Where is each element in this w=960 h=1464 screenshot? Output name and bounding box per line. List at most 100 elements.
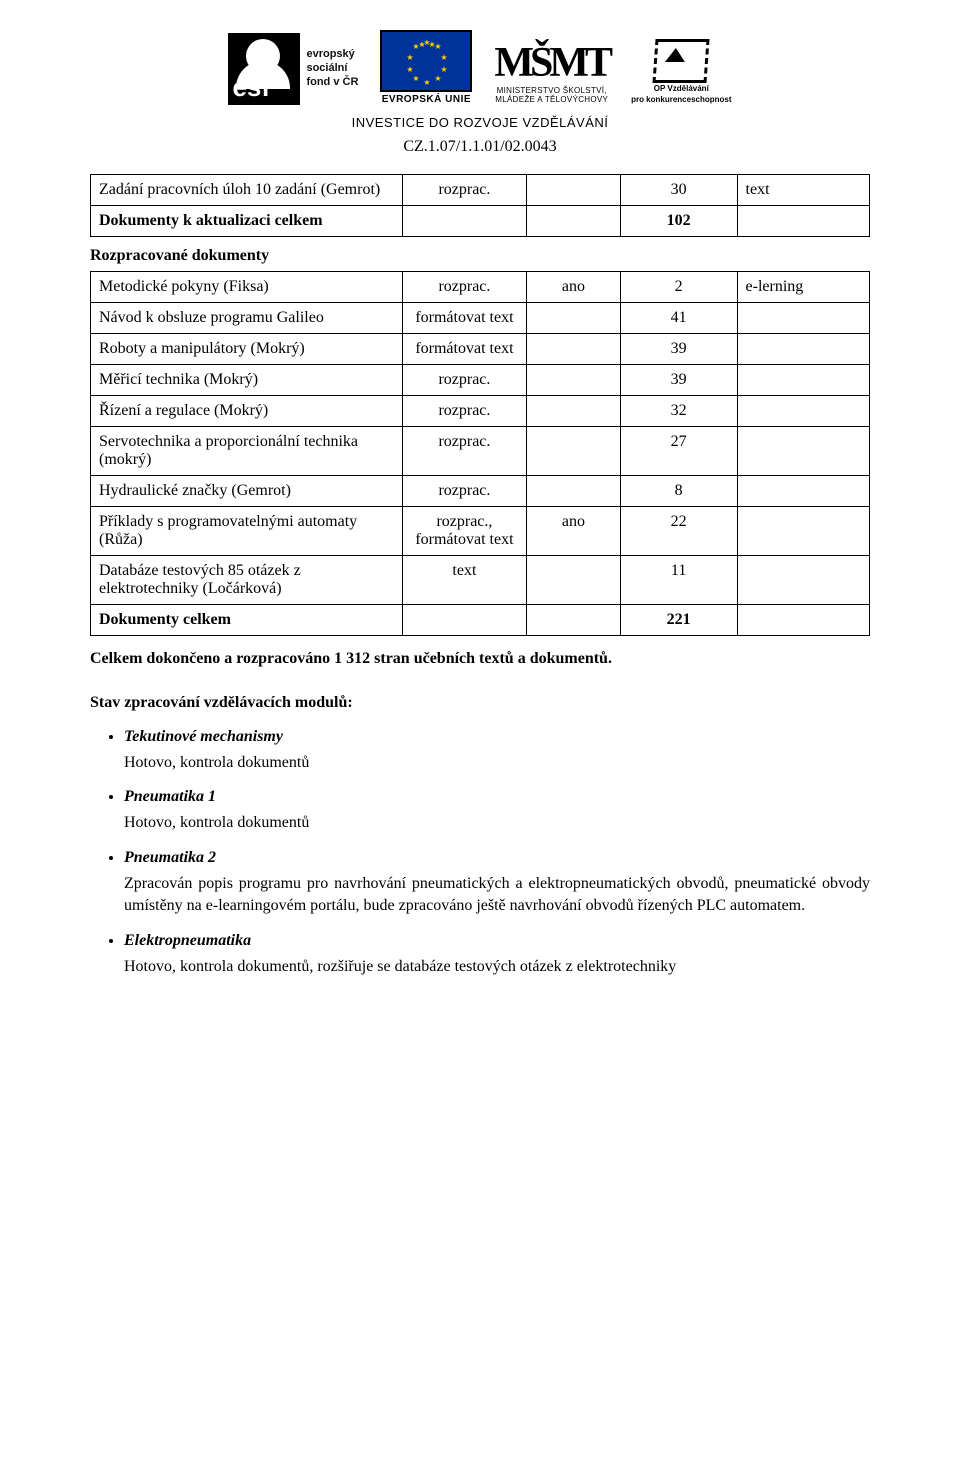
op-line1: OP Vzdělávání: [631, 85, 731, 94]
esf-text: evropský sociální fond v ČR: [306, 48, 358, 89]
table-row: Příklady s programovatelnými automaty (R…: [91, 507, 870, 556]
table-row: Roboty a manipulátory (Mokrý)formátovat …: [91, 334, 870, 365]
module-item: Elektropneumatika Hotovo, kontrola dokume…: [124, 932, 870, 978]
table-row: Metodické pokyny (Fiksa)rozprac.ano2e-le…: [91, 272, 870, 303]
module-body: Hotovo, kontrola dokumentů: [124, 752, 870, 774]
cell-num: 39: [620, 365, 737, 396]
cell-flag: [527, 175, 620, 206]
cell-num: 102: [620, 206, 737, 237]
cell-status: text: [402, 556, 527, 605]
module-title: Pneumatika 1: [124, 788, 870, 806]
cell-num: 221: [620, 605, 737, 636]
page: evropský sociální fond v ČR ★ ★ ★ ★ ★ ★ …: [0, 0, 960, 1034]
table-row: Řízení a regulace (Mokrý)rozprac.32: [91, 396, 870, 427]
eu-flag-icon: ★ ★ ★ ★ ★ ★ ★ ★ ★ ★ ★ ★: [380, 30, 472, 92]
eu-logo: ★ ★ ★ ★ ★ ★ ★ ★ ★ ★ ★ ★ EVROPSKÁ UNIE: [380, 30, 472, 105]
cell-status: rozprac.: [402, 272, 527, 303]
cell-flag: [527, 427, 620, 476]
cell-status: formátovat text: [402, 303, 527, 334]
op-logo: OP Vzdělávání pro konkurenceschopnost: [631, 39, 731, 105]
cell-note: e-lerning: [737, 272, 869, 303]
cell-name: Metodické pokyny (Fiksa): [91, 272, 403, 303]
cell-note: [737, 507, 869, 556]
esf-logo: evropský sociální fond v ČR: [228, 33, 358, 105]
module-title: Tekutinové mechanismy: [124, 728, 870, 746]
cell-num: 30: [620, 175, 737, 206]
cell-name: Příklady s programovatelnými automaty (R…: [91, 507, 403, 556]
cell-num: 27: [620, 427, 737, 476]
table-row: Databáze testových 85 otázek z elektrote…: [91, 556, 870, 605]
cell-num: 39: [620, 334, 737, 365]
table-row: Hydraulické značky (Gemrot)rozprac.8: [91, 476, 870, 507]
cell-flag: [527, 365, 620, 396]
module-item: Pneumatika 1 Hotovo, kontrola dokumentů: [124, 788, 870, 834]
cell-note: text: [737, 175, 869, 206]
cell-status: [402, 206, 527, 237]
cell-status: formátovat text: [402, 334, 527, 365]
cell-status: rozprac.: [402, 175, 527, 206]
esf-line: fond v ČR: [306, 76, 358, 90]
cell-note: [737, 476, 869, 507]
msmt-icon: MŠMT: [494, 39, 609, 87]
invest-line: INVESTICE DO ROZVOJE VZDĚLÁVÁNÍ: [90, 115, 870, 130]
cell-name: Servotechnika a proporcionální technika …: [91, 427, 403, 476]
module-body: Hotovo, kontrola dokumentů: [124, 812, 870, 834]
module-item: Tekutinové mechanismy Hotovo, kontrola do…: [124, 728, 870, 774]
cell-name: Dokumenty celkem: [91, 605, 403, 636]
cell-flag: [527, 556, 620, 605]
cell-name: Roboty a manipulátory (Mokrý): [91, 334, 403, 365]
module-item: Pneumatika 2 Zpracován popis programu pro…: [124, 849, 870, 918]
module-title: Elektropneumatika: [124, 932, 870, 950]
cz-code: CZ.1.07/1.1.01/02.0043: [90, 138, 870, 156]
cell-flag: [527, 476, 620, 507]
module-body: Hotovo, kontrola dokumentů, rozšiřuje se…: [124, 956, 870, 978]
cell-note: [737, 206, 869, 237]
table-row: Měřicí technika (Mokrý)rozprac. 39: [91, 365, 870, 396]
cell-flag: ano: [527, 507, 620, 556]
cell-status: rozprac.: [402, 476, 527, 507]
esf-icon: [228, 33, 300, 105]
cell-flag: [527, 605, 620, 636]
modules-heading: Stav zpracování vzdělávacích modulů:: [90, 694, 870, 712]
cell-note: [737, 303, 869, 334]
module-title: Pneumatika 2: [124, 849, 870, 867]
cell-note: [737, 605, 869, 636]
cell-name: Měřicí technika (Mokrý): [91, 365, 403, 396]
cell-flag: ano: [527, 272, 620, 303]
table-row: Dokumenty k aktualizaci celkem102: [91, 206, 870, 237]
eu-label: EVROPSKÁ UNIE: [382, 94, 471, 105]
cell-name: Návod k obsluze programu Galileo: [91, 303, 403, 334]
cell-status: [402, 605, 527, 636]
table-row: Návod k obsluze programu Galileoformátov…: [91, 303, 870, 334]
msmt-logo: MŠMT MINISTERSTVO ŠKOLSTVÍ, MLÁDEŽE A TĚ…: [494, 39, 609, 105]
cell-num: 41: [620, 303, 737, 334]
cell-num: 8: [620, 476, 737, 507]
cell-name: Zadání pracovních úloh 10 zadání (Gemrot…: [91, 175, 403, 206]
cell-status: rozprac., formátovat text: [402, 507, 527, 556]
cell-flag: [527, 334, 620, 365]
esf-line: evropský: [306, 48, 358, 62]
esf-line: sociální: [306, 62, 358, 76]
cell-note: [737, 556, 869, 605]
cell-flag: [527, 396, 620, 427]
cell-num: 2: [620, 272, 737, 303]
table-row: Servotechnika a proporcionální technika …: [91, 427, 870, 476]
cell-flag: [527, 303, 620, 334]
op-icon: [653, 39, 710, 83]
cell-status: rozprac.: [402, 365, 527, 396]
table-rozpracovane-dokumenty: Metodické pokyny (Fiksa)rozprac.ano2e-le…: [90, 271, 870, 636]
cell-note: [737, 365, 869, 396]
summary-line: Celkem dokončeno a rozpracováno 1 312 st…: [90, 650, 870, 668]
table-row: Dokumenty celkem 221: [91, 605, 870, 636]
cell-status: rozprac.: [402, 396, 527, 427]
cell-note: [737, 396, 869, 427]
cell-name: Databáze testových 85 otázek z elektrote…: [91, 556, 403, 605]
modules-list: Tekutinové mechanismy Hotovo, kontrola do…: [90, 728, 870, 978]
table-dokumenty-aktualizace: Zadání pracovních úloh 10 zadání (Gemrot…: [90, 174, 870, 237]
module-body: Zpracován popis programu pro navrhování …: [124, 873, 870, 918]
table-row: Zadání pracovních úloh 10 zadání (Gemrot…: [91, 175, 870, 206]
section-title-rozpracovane: Rozpracované dokumenty: [90, 247, 870, 265]
cell-name: Řízení a regulace (Mokrý): [91, 396, 403, 427]
op-line2: pro konkurenceschopnost: [631, 96, 731, 105]
cell-num: 22: [620, 507, 737, 556]
